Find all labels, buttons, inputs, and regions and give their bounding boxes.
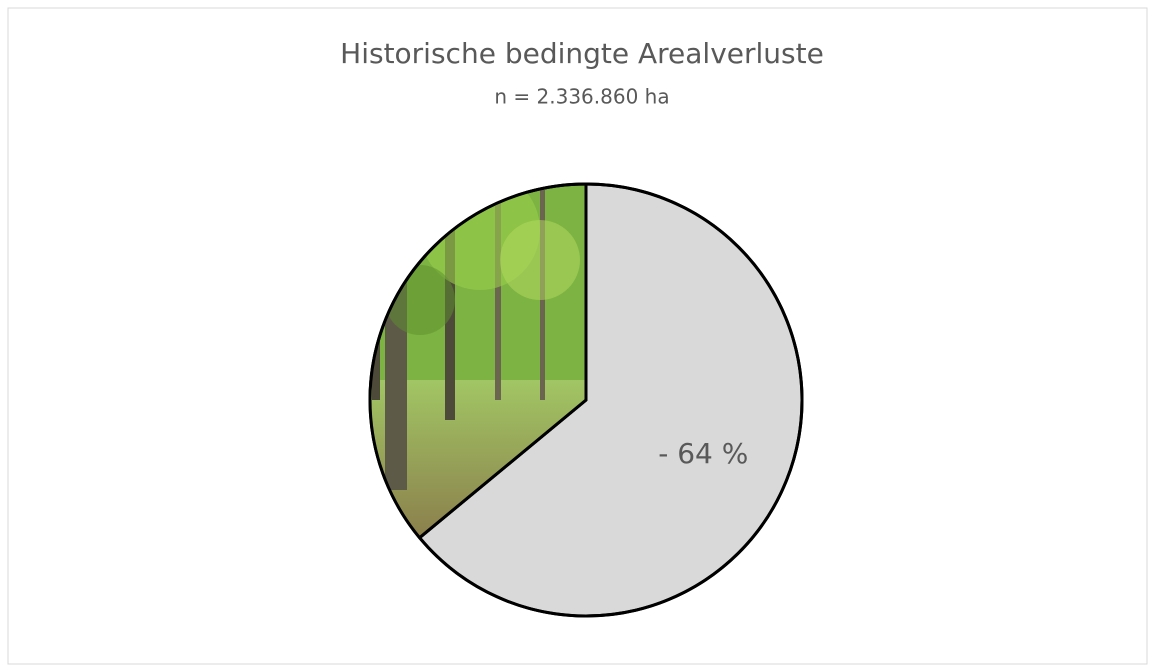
slice-separator	[418, 184, 588, 539]
chart-subtitle: n = 2.336.860 ha	[494, 85, 669, 109]
forest-texture	[370, 184, 586, 538]
chart-title: Historische bedingte Arealverluste	[340, 37, 824, 70]
data-label: - 64 %	[658, 437, 748, 470]
